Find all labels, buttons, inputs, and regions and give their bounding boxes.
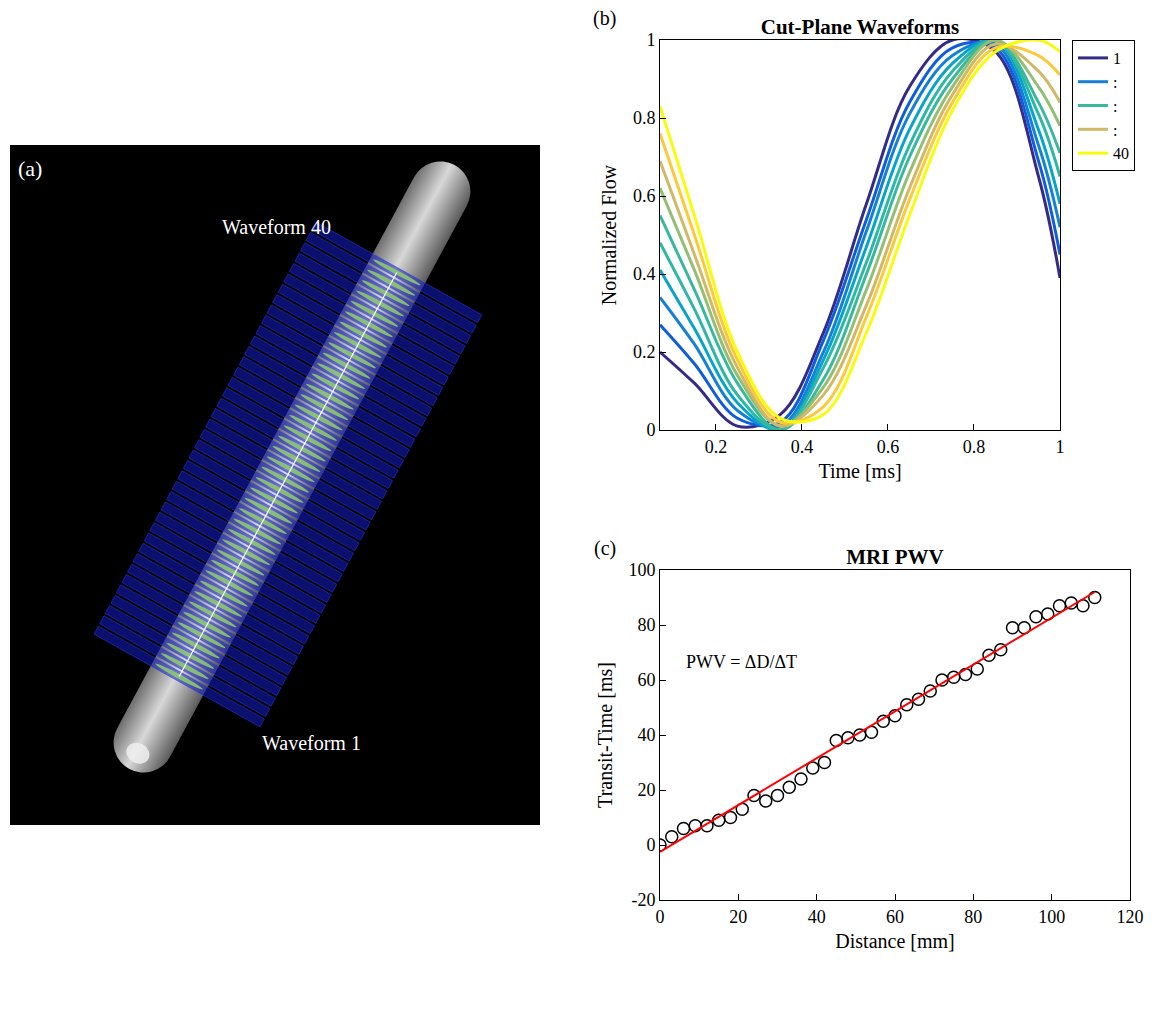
svg-text:40: 40	[1113, 145, 1129, 162]
svg-text:80: 80	[637, 615, 655, 635]
svg-text:40: 40	[808, 907, 826, 927]
svg-text::: :	[1113, 122, 1117, 139]
svg-text:Time [ms]: Time [ms]	[818, 460, 901, 482]
svg-text:Waveform 40: Waveform 40	[222, 216, 331, 238]
svg-text:Distance [mm]: Distance [mm]	[835, 930, 954, 952]
svg-text:40: 40	[637, 725, 655, 745]
svg-text::: :	[1113, 74, 1117, 91]
svg-text:0.2: 0.2	[633, 342, 656, 362]
svg-text:0.8: 0.8	[633, 108, 656, 128]
svg-text:120: 120	[1117, 907, 1144, 927]
svg-text:0.2: 0.2	[705, 437, 728, 457]
svg-text:0.4: 0.4	[633, 264, 656, 284]
svg-text:-20: -20	[631, 890, 655, 910]
svg-text:60: 60	[886, 907, 904, 927]
svg-text:Waveform 1: Waveform 1	[262, 732, 361, 754]
svg-text::: :	[1113, 98, 1117, 115]
svg-text:100: 100	[628, 560, 655, 580]
svg-text:0.6: 0.6	[877, 437, 900, 457]
svg-text:60: 60	[637, 670, 655, 690]
svg-text:0.8: 0.8	[963, 437, 986, 457]
svg-text:(b): (b)	[593, 7, 616, 30]
svg-text:1: 1	[1056, 437, 1065, 457]
svg-text:PWV = ΔD/ΔT: PWV = ΔD/ΔT	[686, 652, 797, 672]
svg-text:Normalized Flow: Normalized Flow	[598, 164, 620, 305]
svg-text:20: 20	[729, 907, 747, 927]
svg-text:0: 0	[656, 907, 665, 927]
svg-text:Transit-Time [ms]: Transit-Time [ms]	[594, 662, 616, 808]
svg-text:0: 0	[646, 835, 655, 855]
svg-text:1: 1	[646, 30, 655, 50]
svg-text:0.4: 0.4	[791, 437, 814, 457]
svg-text:(c): (c)	[594, 537, 616, 560]
svg-text:(a): (a)	[18, 156, 42, 181]
svg-text:80: 80	[964, 907, 982, 927]
svg-text:0.6: 0.6	[633, 186, 656, 206]
svg-text:Cut-Plane Waveforms: Cut-Plane Waveforms	[761, 15, 960, 39]
svg-text:1: 1	[1113, 50, 1121, 67]
svg-text:0: 0	[646, 420, 655, 440]
svg-text:MRI PWV: MRI PWV	[846, 545, 943, 569]
svg-text:20: 20	[637, 780, 655, 800]
svg-text:100: 100	[1038, 907, 1065, 927]
